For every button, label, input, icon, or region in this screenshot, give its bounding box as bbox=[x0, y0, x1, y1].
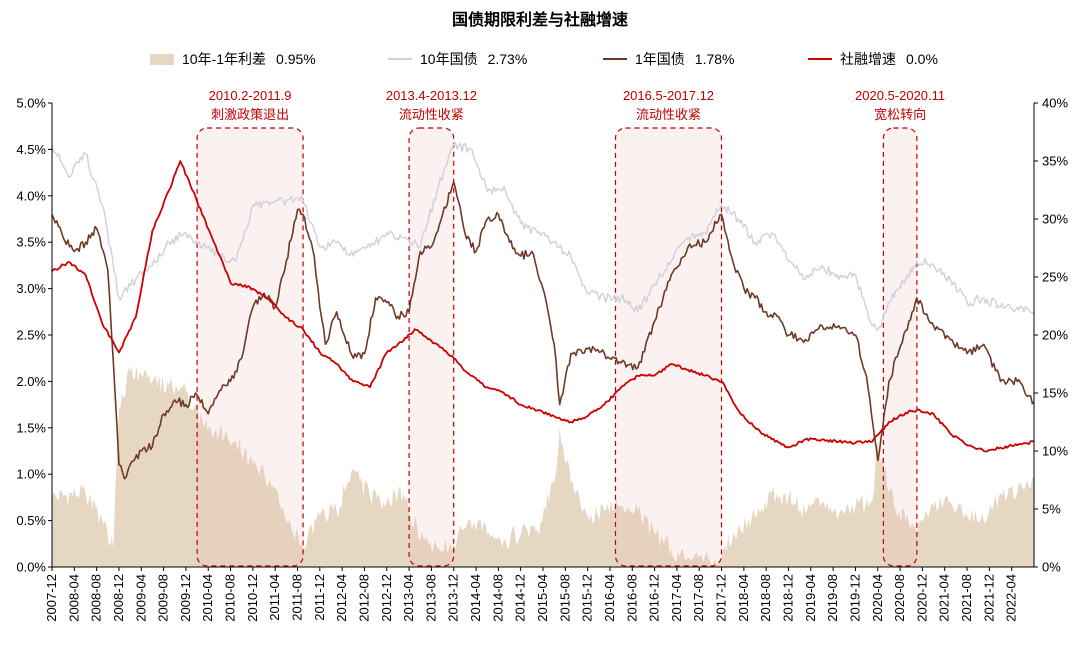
annotation-box bbox=[614, 127, 723, 567]
line-swatch-icon bbox=[388, 58, 412, 60]
x-tick-label: 2007-12 bbox=[44, 574, 59, 622]
series-line bbox=[51, 160, 1035, 453]
legend-label: 社融增速 bbox=[840, 51, 896, 67]
x-tick-label: 2015-12 bbox=[580, 574, 595, 622]
x-tick-label: 2019-08 bbox=[825, 574, 840, 622]
x-tick-label: 2019-12 bbox=[848, 574, 863, 622]
legend-label: 10年国债 bbox=[420, 51, 478, 67]
x-tick-label: 2016-12 bbox=[647, 574, 662, 622]
x-tick-label: 2009-04 bbox=[133, 574, 148, 622]
legend-label: 1年国债 bbox=[635, 51, 685, 67]
legend-label: 10年-1年利差 bbox=[182, 51, 267, 67]
x-tick-label: 2012-04 bbox=[334, 574, 349, 622]
legend-item-10y: 10年国债 2.73% bbox=[388, 46, 527, 72]
x-tick-label: 2018-04 bbox=[736, 574, 751, 622]
x-tick-label: 2012-08 bbox=[357, 574, 372, 622]
legend-item-tsf: 社融增速 0.0% bbox=[808, 46, 938, 72]
annotation-label: 流动性收紧 bbox=[636, 107, 701, 122]
y-tick-label: 4.5% bbox=[16, 142, 46, 157]
x-tick-label: 2015-08 bbox=[557, 574, 572, 622]
y-tick-label: 0.0% bbox=[16, 560, 46, 575]
x-tick-label: 2020-04 bbox=[870, 574, 885, 622]
annotation-label: 2013.4-2013.12 bbox=[386, 88, 477, 103]
y-tick-label: 2.5% bbox=[16, 328, 46, 343]
annotation-box bbox=[408, 127, 455, 567]
y-tick-label: 10% bbox=[1042, 444, 1068, 459]
x-tick-label: 2021-12 bbox=[981, 574, 996, 622]
y-tick-label: 1.0% bbox=[16, 467, 46, 482]
x-tick-label: 2010-04 bbox=[200, 574, 215, 622]
series-line bbox=[51, 141, 1035, 332]
y-tick-label: 5% bbox=[1042, 502, 1061, 517]
area-swatch-icon bbox=[150, 53, 174, 65]
y-tick-label: 40% bbox=[1042, 96, 1068, 111]
y-tick-label: 5.0% bbox=[16, 96, 46, 111]
x-tick-label: 2008-04 bbox=[66, 574, 81, 622]
line-swatch-icon bbox=[808, 58, 832, 60]
x-tick-label: 2018-12 bbox=[781, 574, 796, 622]
y-tick-label: 1.5% bbox=[16, 420, 46, 435]
x-tick-label: 2008-08 bbox=[89, 574, 104, 622]
legend-value: 0.0% bbox=[906, 51, 938, 67]
x-tick-label: 2011-04 bbox=[267, 574, 282, 621]
y-tick-label: 20% bbox=[1042, 328, 1068, 343]
legend: 10年-1年利差 0.95% 10年国债 2.73% 1年国债 1.78% 社融… bbox=[0, 46, 1080, 72]
chart-title: 国债期限利差与社融增速 bbox=[451, 12, 628, 29]
x-tick-label: 2010-12 bbox=[245, 574, 260, 622]
y-tick-label: 30% bbox=[1042, 212, 1068, 227]
x-tick-label: 2013-08 bbox=[423, 574, 438, 622]
annotation-label: 2016.5-2017.12 bbox=[623, 88, 714, 103]
y-tick-label: 15% bbox=[1042, 386, 1068, 401]
x-tick-label: 2022-04 bbox=[1004, 574, 1019, 622]
x-tick-label: 2010-08 bbox=[223, 574, 238, 622]
x-tick-label: 2019-04 bbox=[803, 574, 818, 622]
x-tick-label: 2017-04 bbox=[669, 574, 684, 622]
y-tick-label: 4.0% bbox=[16, 188, 46, 203]
annotation-label: 2010.2-2011.9 bbox=[209, 88, 292, 103]
x-tick-label: 2011-12 bbox=[312, 574, 327, 621]
legend-value: 2.73% bbox=[487, 51, 528, 67]
x-tick-label: 2016-08 bbox=[624, 574, 639, 622]
legend-item-spread: 10年-1年利差 0.95% bbox=[150, 46, 316, 72]
y-tick-label: 3.5% bbox=[16, 235, 46, 250]
x-tick-label: 2011-08 bbox=[290, 574, 305, 621]
x-tick-label: 2013-04 bbox=[401, 574, 416, 622]
x-tick-label: 2013-12 bbox=[446, 574, 461, 622]
annotation-label: 2020.5-2020.11 bbox=[855, 88, 945, 103]
x-tick-label: 2018-08 bbox=[758, 574, 773, 622]
x-tick-label: 2021-04 bbox=[937, 574, 952, 622]
annotation-label: 流动性收紧 bbox=[399, 107, 464, 122]
series-line bbox=[51, 181, 1035, 480]
y-tick-label: 25% bbox=[1042, 270, 1068, 285]
x-tick-label: 2012-12 bbox=[379, 574, 394, 622]
x-tick-label: 2017-12 bbox=[714, 574, 729, 622]
y-tick-label: 3.0% bbox=[16, 281, 46, 296]
x-tick-label: 2020-08 bbox=[892, 574, 907, 622]
x-tick-label: 2014-08 bbox=[490, 574, 505, 622]
legend-value: 0.95% bbox=[276, 51, 316, 67]
legend-item-1y: 1年国债 1.78% bbox=[603, 46, 735, 72]
annotation-label: 刺激政策退出 bbox=[211, 107, 289, 122]
x-tick-label: 2008-12 bbox=[111, 574, 126, 622]
x-tick-label: 2014-12 bbox=[513, 574, 528, 622]
x-tick-label: 2015-04 bbox=[535, 574, 550, 622]
y-tick-label: 35% bbox=[1042, 154, 1068, 169]
x-tick-label: 2020-12 bbox=[914, 574, 929, 622]
x-tick-label: 2016-04 bbox=[602, 574, 617, 622]
x-tick-label: 2014-04 bbox=[468, 574, 483, 622]
x-tick-label: 2009-08 bbox=[156, 574, 171, 622]
x-tick-label: 2009-12 bbox=[178, 574, 193, 622]
y-tick-label: 0.5% bbox=[16, 513, 46, 528]
series-area-spread bbox=[52, 365, 1034, 567]
annotation-label: 宽松转向 bbox=[874, 107, 926, 122]
y-tick-label: 0% bbox=[1042, 560, 1061, 575]
line-swatch-icon bbox=[603, 58, 627, 60]
x-tick-label: 2021-08 bbox=[959, 574, 974, 622]
x-tick-label: 2017-08 bbox=[691, 574, 706, 622]
legend-value: 1.78% bbox=[694, 51, 735, 67]
annotation-box bbox=[196, 127, 304, 567]
y-tick-label: 2.0% bbox=[16, 374, 46, 389]
